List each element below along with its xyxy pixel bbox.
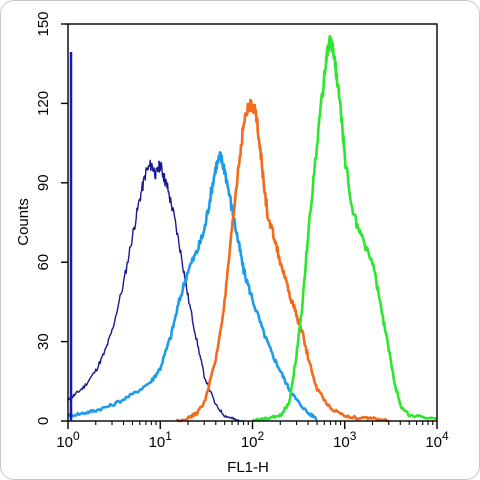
plot-lines: [66, 34, 438, 423]
x-tick-base: 10: [425, 434, 442, 451]
series-line-3: [175, 98, 389, 423]
y-tick-label: 90: [35, 174, 52, 191]
y-tick-label: 150: [35, 11, 52, 36]
y-tick-label: 0: [35, 417, 52, 425]
series-line-2: [66, 151, 318, 421]
x-tick-exponent: 3: [350, 429, 357, 443]
y-tick-label: 120: [35, 91, 52, 116]
x-tick-label: 102: [241, 429, 265, 451]
x-tick-label: 101: [149, 429, 173, 451]
y-tick-label: 60: [35, 254, 52, 271]
x-tick-base: 10: [333, 434, 350, 451]
series-line-4: [251, 34, 438, 423]
x-tick-base: 10: [56, 434, 73, 451]
series-line-1: [67, 159, 244, 422]
x-tick-exponent: 0: [73, 429, 80, 443]
x-tick-base: 10: [149, 434, 166, 451]
plot-border: [67, 23, 438, 422]
x-tick-label: 103: [333, 429, 357, 451]
y-tick-label: 30: [35, 333, 52, 350]
x-tick-base: 10: [241, 434, 258, 451]
x-tick-label: 100: [56, 429, 80, 451]
x-tick-exponent: 1: [165, 429, 172, 443]
x-tick-exponent: 2: [258, 429, 265, 443]
y-axis-title: Counts: [15, 198, 32, 246]
x-tick-exponent: 4: [442, 429, 449, 443]
x-tick-label: 104: [425, 429, 449, 451]
x-axis-title: FL1-H: [227, 459, 269, 476]
